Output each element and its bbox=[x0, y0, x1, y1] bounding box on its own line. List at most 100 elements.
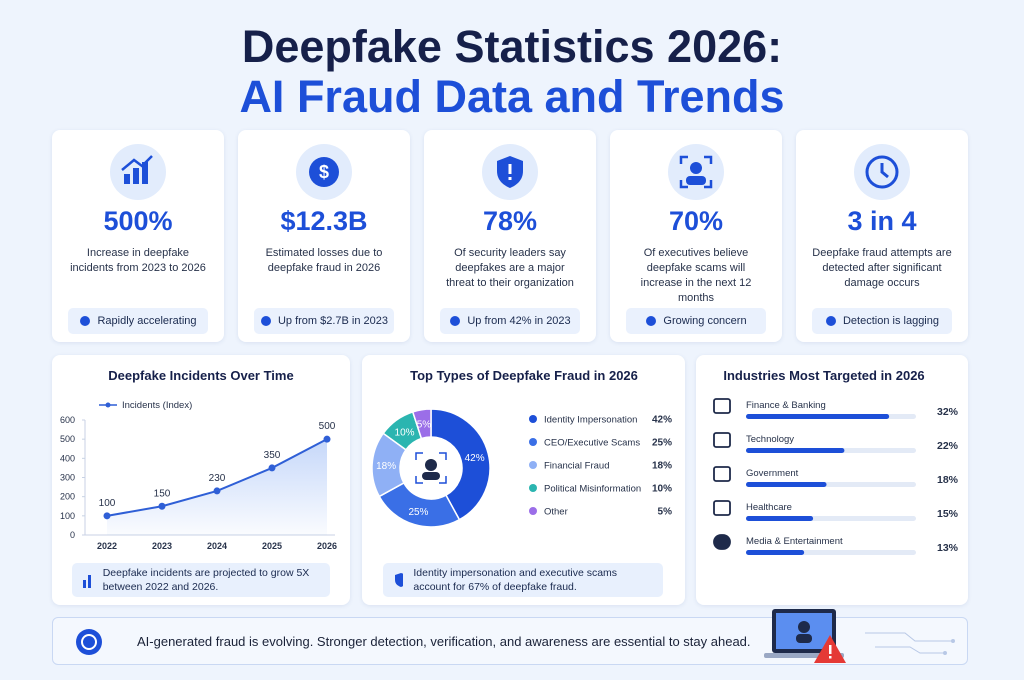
y-tick-label: 0 bbox=[70, 530, 75, 540]
legend-dot bbox=[529, 484, 537, 492]
bar-value: 15% bbox=[937, 508, 959, 520]
face-body bbox=[422, 472, 440, 480]
bar bbox=[746, 448, 845, 453]
badge-text: Up from 42% in 2023 bbox=[467, 315, 571, 327]
legend-value: 5% bbox=[658, 507, 673, 518]
x-tick-label: 2023 bbox=[152, 541, 172, 551]
bar bbox=[746, 550, 805, 555]
bar-label: Government bbox=[746, 468, 799, 479]
data-point bbox=[323, 435, 331, 443]
badge-text: Up from $2.7B in 2023 bbox=[277, 315, 389, 327]
legend-value: 18% bbox=[652, 461, 672, 472]
legend-label: Incidents (Index) bbox=[122, 400, 192, 411]
stat-description: Increase in deepfake incidents from 2023… bbox=[70, 247, 206, 274]
brain-icon bbox=[76, 629, 102, 655]
x-tick-label: 2024 bbox=[207, 541, 227, 551]
stat-icon bbox=[482, 144, 538, 200]
bar-label: Healthcare bbox=[746, 502, 792, 513]
industry-icon bbox=[713, 398, 731, 414]
circuit-lines bbox=[865, 632, 955, 655]
legend-dot bbox=[105, 402, 111, 408]
note-icon bbox=[83, 575, 91, 588]
title-line1: Deepfake Statistics 2026: bbox=[241, 21, 783, 72]
slice-label: 10% bbox=[395, 428, 415, 439]
laptop-illustration bbox=[764, 609, 846, 663]
face-head bbox=[425, 459, 437, 471]
legend-value: 25% bbox=[652, 438, 672, 449]
badge-dot bbox=[80, 316, 91, 326]
bar bbox=[746, 482, 827, 487]
badge-dot bbox=[825, 316, 836, 326]
chart-title: Industries Most Targeted in 2026 bbox=[723, 368, 924, 383]
chart-title: Deepfake Incidents Over Time bbox=[108, 368, 293, 383]
badge-icon bbox=[825, 316, 836, 326]
legend-label: Other bbox=[544, 507, 568, 518]
legend-value: 10% bbox=[652, 484, 672, 495]
industry-icon bbox=[713, 432, 731, 448]
badge-dot bbox=[260, 316, 271, 326]
slice-label: 42% bbox=[465, 453, 485, 464]
x-tick-label: 2026 bbox=[317, 541, 337, 551]
icon-glyph bbox=[865, 155, 899, 189]
legend-label: Identity Impersonation bbox=[544, 415, 637, 426]
badge-dot bbox=[646, 316, 657, 326]
stat-badge: Up from 42% in 2023 bbox=[440, 308, 580, 334]
bar-label: Media & Entertainment bbox=[746, 536, 843, 547]
stat-description: Of executives believe deepfake scams wil… bbox=[640, 247, 752, 304]
stat-value: 3 in 4 bbox=[847, 206, 917, 236]
industry-icon bbox=[713, 534, 731, 550]
badge-text: Detection is lagging bbox=[842, 315, 939, 327]
face-frame bbox=[415, 452, 447, 484]
bar-label: Technology bbox=[746, 434, 794, 445]
badge-icon bbox=[80, 316, 91, 326]
y-tick-label: 500 bbox=[60, 434, 75, 444]
legend-label: Financial Fraud bbox=[544, 461, 609, 472]
legend-value: 42% bbox=[652, 415, 672, 426]
y-tick-label: 100 bbox=[60, 511, 75, 521]
note-icon bbox=[395, 573, 404, 587]
icon-glyph bbox=[121, 155, 153, 184]
stat-icon: $ bbox=[296, 144, 352, 200]
data-label: 150 bbox=[154, 488, 171, 499]
x-tick-label: 2022 bbox=[97, 541, 117, 551]
y-tick-label: 600 bbox=[60, 415, 75, 425]
stat-description: Deepfake fraud attempts are detected aft… bbox=[812, 247, 952, 289]
slice-label: 25% bbox=[408, 507, 428, 518]
note-text: Deepfake incidents are projected to grow… bbox=[102, 567, 310, 593]
legend-dot bbox=[529, 438, 537, 446]
stat-card: 500% Increase in deepfake incidents from … bbox=[52, 130, 224, 342]
stat-badge: Up from $2.7B in 2023 bbox=[254, 308, 394, 334]
panel bbox=[696, 355, 968, 605]
legend-dot bbox=[529, 461, 537, 469]
data-point bbox=[158, 502, 166, 510]
data-label: 350 bbox=[264, 450, 281, 461]
icon-glyph: $ bbox=[309, 157, 339, 187]
bar-label: Finance & Banking bbox=[746, 400, 826, 411]
stat-icon bbox=[668, 144, 724, 200]
legend-label: Political Misinformation bbox=[544, 484, 641, 495]
x-tick-label: 2025 bbox=[262, 541, 282, 551]
y-tick-label: 400 bbox=[60, 453, 75, 463]
stat-card: 70% Of executives believe deepfake scams … bbox=[610, 130, 782, 342]
data-label: 230 bbox=[209, 473, 226, 484]
note: Identity impersonation and executive sca… bbox=[383, 563, 663, 597]
data-point bbox=[103, 512, 111, 520]
stat-icon bbox=[854, 144, 910, 200]
legend-dot bbox=[529, 507, 537, 515]
slice-label: 18% bbox=[376, 461, 396, 472]
stat-value: 500% bbox=[103, 206, 173, 236]
note-text: Identity impersonation and executive sca… bbox=[413, 567, 618, 593]
badge-icon bbox=[260, 316, 271, 326]
slice-label: 5% bbox=[417, 420, 432, 431]
stat-value: $12.3B bbox=[280, 206, 368, 236]
stat-icon bbox=[110, 144, 166, 200]
bar-value: 22% bbox=[937, 440, 959, 452]
note: Deepfake incidents are projected to grow… bbox=[72, 563, 330, 597]
badge-icon bbox=[450, 316, 461, 326]
icon-glyph bbox=[679, 155, 713, 189]
y-tick-label: 200 bbox=[60, 492, 75, 502]
badge-text: Rapidly accelerating bbox=[97, 315, 197, 327]
title-line2: AI Fraud Data and Trends bbox=[239, 71, 785, 122]
stat-badge: Detection is lagging bbox=[812, 308, 952, 334]
